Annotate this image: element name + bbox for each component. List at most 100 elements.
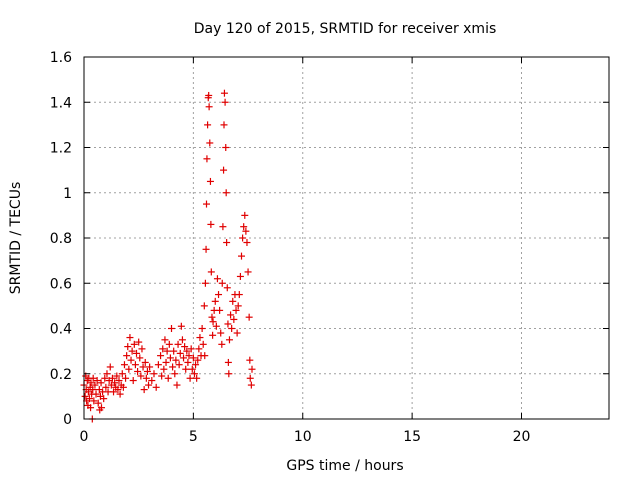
data-point (242, 227, 250, 235)
data-point (122, 374, 130, 382)
data-point (206, 139, 214, 147)
data-point (123, 352, 131, 360)
data-point (215, 291, 223, 299)
data-point (190, 370, 198, 378)
data-point (223, 284, 231, 292)
data-point (240, 223, 248, 231)
data-point (150, 370, 158, 378)
data-point (119, 383, 127, 391)
grid-lines (84, 57, 609, 419)
chart-title: Day 120 of 2015, SRMTID for receiver xmi… (194, 21, 497, 37)
data-point (111, 379, 119, 387)
data-point (201, 352, 209, 360)
data-point (181, 343, 189, 351)
data-point (136, 354, 144, 362)
data-point (246, 374, 254, 382)
data-point (178, 336, 186, 344)
data-point (247, 381, 255, 389)
y-tick-label: 1.2 (50, 141, 72, 157)
data-point (217, 329, 225, 337)
x-tick-label: 0 (80, 429, 89, 445)
data-point (193, 374, 201, 382)
data-point (115, 377, 123, 385)
data-point (201, 279, 209, 287)
data-point (218, 340, 226, 348)
data-point (171, 370, 179, 378)
data-point (168, 325, 175, 332)
data-point (102, 383, 110, 391)
data-point (212, 322, 220, 330)
data-points (80, 89, 256, 423)
data-point (225, 370, 233, 378)
data-point (238, 252, 245, 260)
data-point (233, 329, 241, 337)
data-point (203, 200, 210, 208)
data-point (209, 318, 217, 326)
data-point (224, 358, 232, 366)
data-point (134, 367, 142, 375)
data-point (207, 220, 215, 228)
data-point (192, 361, 200, 369)
data-point (185, 352, 193, 360)
data-point (232, 306, 240, 314)
data-point (97, 379, 105, 387)
data-point (87, 379, 95, 387)
data-point (146, 363, 154, 371)
data-point (92, 390, 100, 398)
data-point (85, 395, 93, 403)
data-point (194, 356, 202, 364)
x-tick-label: 20 (513, 429, 531, 445)
y-tick-label: 0.6 (50, 276, 72, 292)
data-point (182, 365, 190, 373)
data-point (81, 392, 89, 400)
data-point (213, 275, 221, 283)
data-point (245, 313, 253, 321)
data-point (246, 356, 254, 364)
data-point (234, 302, 242, 310)
data-point (89, 386, 97, 394)
data-point (140, 386, 148, 394)
data-point (93, 377, 101, 385)
data-point (125, 365, 133, 373)
data-point (188, 365, 196, 373)
y-tick-label: 0.2 (50, 367, 72, 383)
data-point (204, 121, 212, 129)
data-point (195, 345, 203, 353)
data-point (184, 358, 192, 366)
data-point (239, 234, 247, 242)
data-point (187, 345, 195, 353)
data-point (223, 239, 231, 247)
data-point (164, 374, 172, 382)
data-point (163, 347, 171, 355)
data-point (106, 363, 114, 371)
data-point (219, 223, 227, 231)
data-point (101, 374, 109, 382)
y-tick-label: 1.6 (50, 50, 72, 66)
data-point (235, 291, 243, 299)
data-point (200, 302, 208, 310)
y-tick-label: 0.4 (50, 322, 72, 338)
data-point (143, 367, 151, 375)
axis-ticks (83, 56, 609, 420)
data-point (203, 155, 211, 163)
data-point (175, 361, 183, 369)
data-point (118, 370, 126, 378)
data-point (206, 177, 214, 185)
data-point (158, 372, 166, 380)
data-point (145, 381, 153, 389)
data-point (228, 325, 236, 332)
data-point (227, 311, 235, 319)
x-tick-label: 5 (189, 429, 198, 445)
data-point (172, 356, 180, 364)
data-point (220, 89, 228, 97)
data-point (138, 345, 146, 353)
data-point (176, 349, 184, 357)
data-point (135, 338, 143, 346)
data-point (243, 239, 251, 247)
data-point (162, 358, 170, 366)
y-tick-labels: 0 0.2 0.4 0.6 0.8 1 1.2 1.4 1.6 (50, 50, 72, 428)
x-tick-labels: 0 5 10 15 20 (80, 429, 531, 445)
data-point (186, 374, 194, 382)
data-point (94, 399, 102, 407)
data-point (225, 336, 233, 344)
